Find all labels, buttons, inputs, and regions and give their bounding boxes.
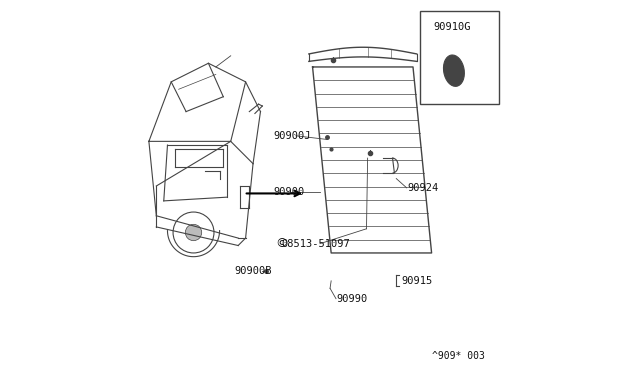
Text: 90915: 90915: [402, 276, 433, 286]
Text: 90990: 90990: [337, 295, 368, 304]
Bar: [420, 11, 499, 104]
Text: 90900: 90900: [273, 187, 305, 196]
Text: 08513-51097: 08513-51097: [282, 239, 351, 248]
Text: ©: ©: [275, 237, 288, 250]
Text: 90910G: 90910G: [433, 22, 471, 32]
Ellipse shape: [444, 55, 465, 86]
Text: 90924: 90924: [408, 183, 438, 193]
Text: 90900J: 90900J: [273, 131, 311, 141]
Text: 90900B: 90900B: [234, 266, 272, 276]
Circle shape: [186, 224, 202, 241]
Text: ^909* 003: ^909* 003: [431, 351, 484, 361]
